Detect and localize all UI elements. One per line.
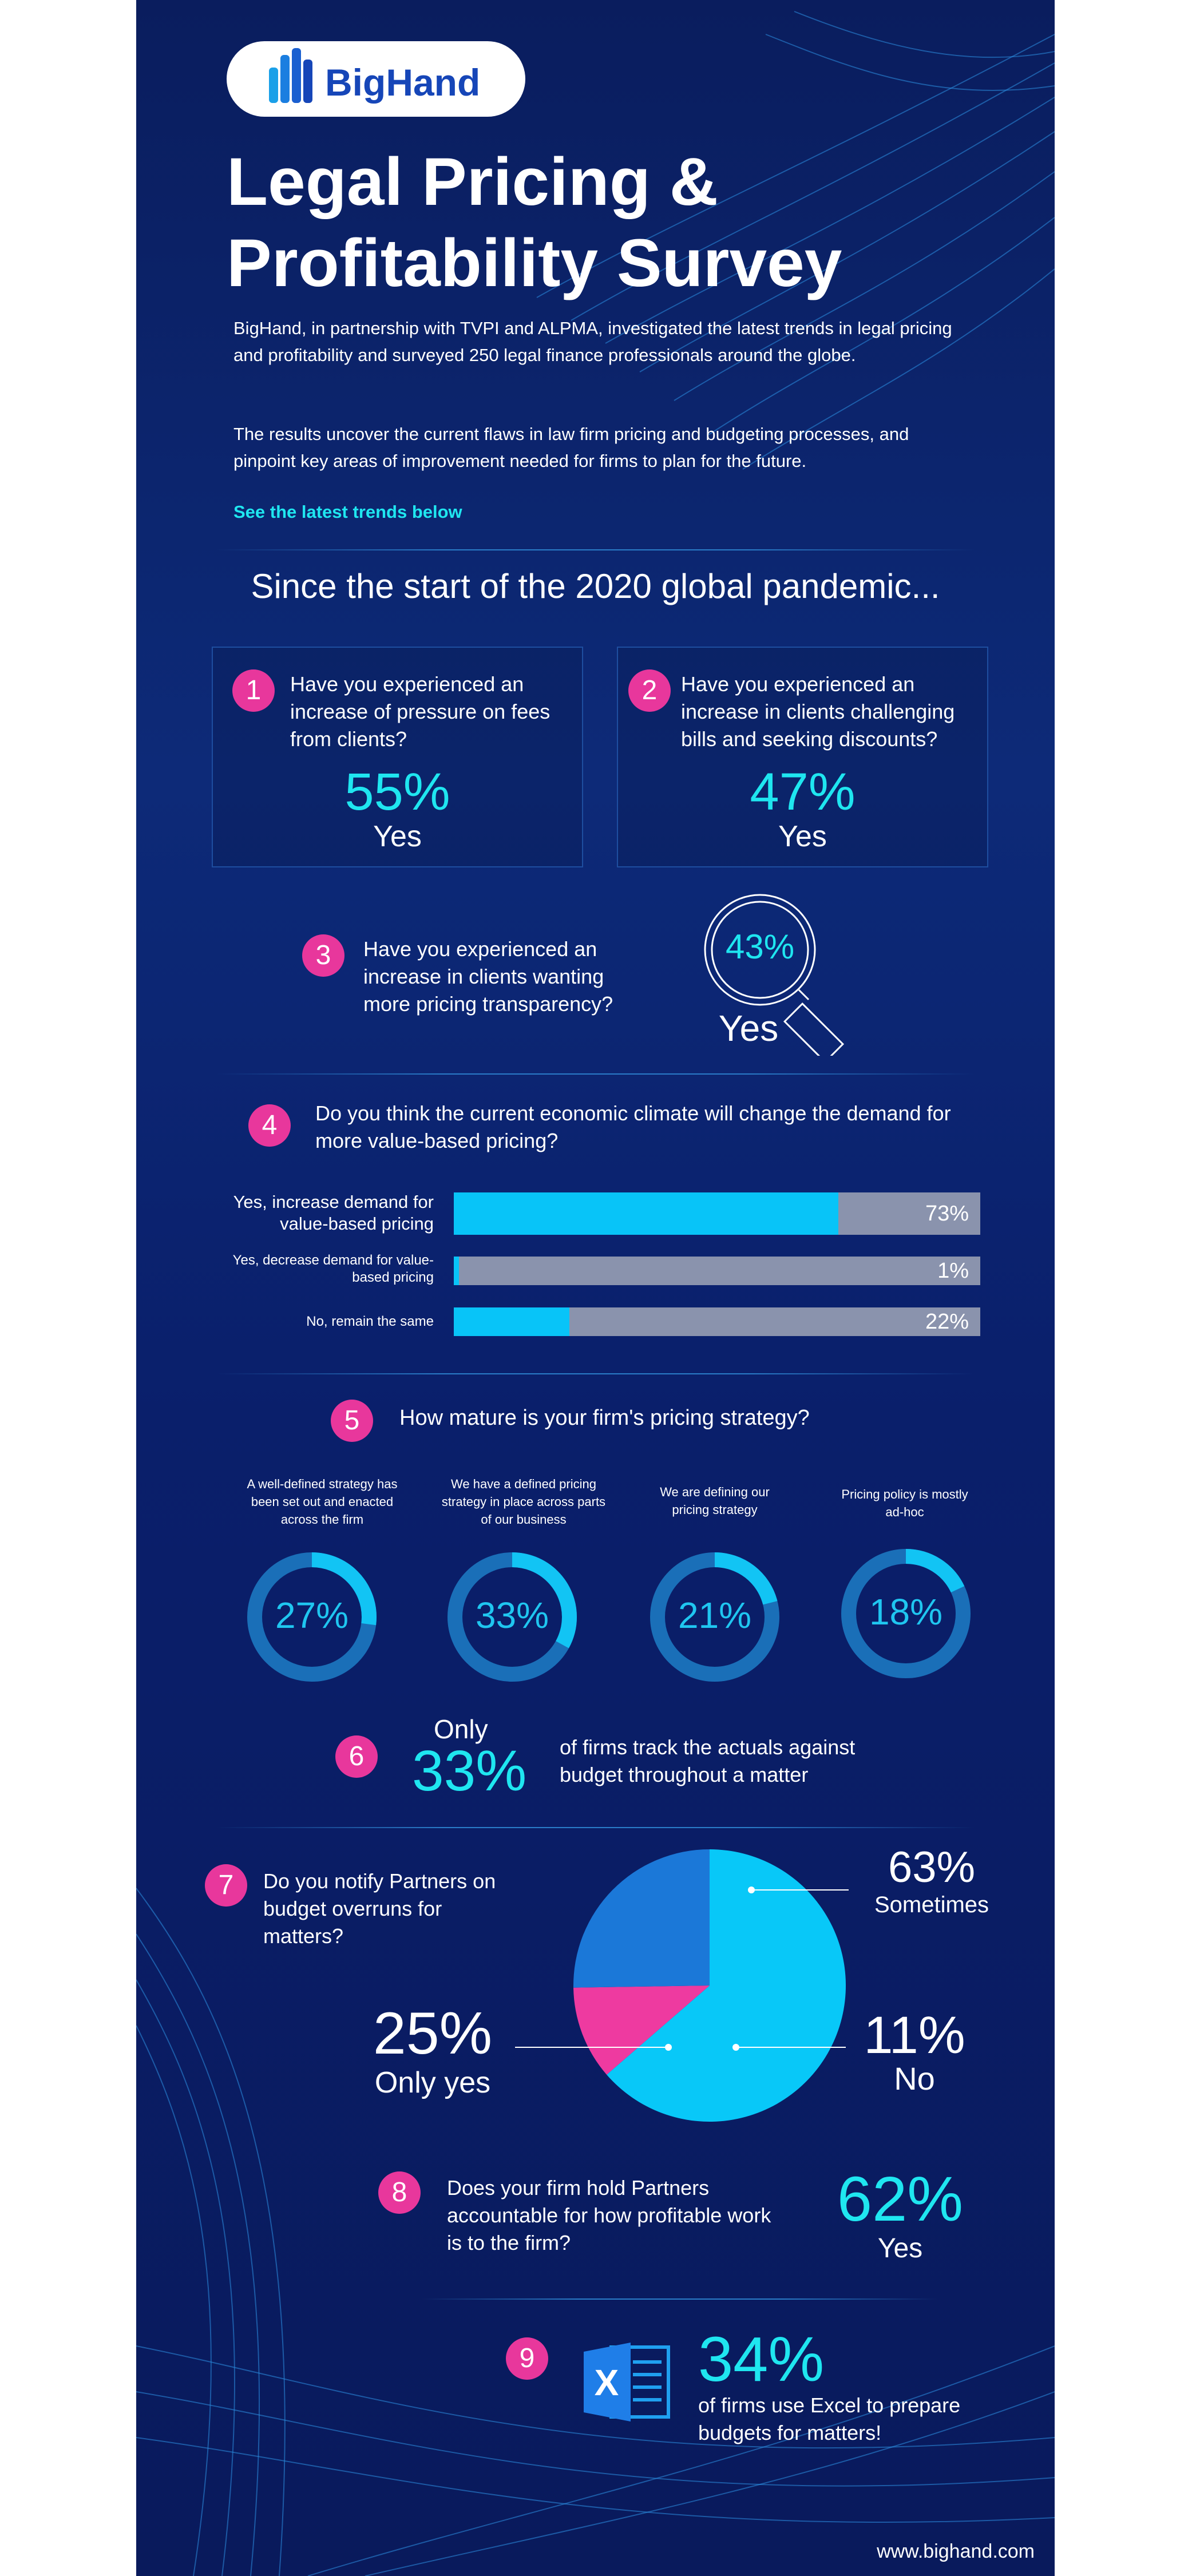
- donut-label: A well-defined strategy has been set out…: [247, 1477, 398, 1527]
- divider: [216, 1073, 975, 1075]
- question-5-badge: 5: [331, 1400, 373, 1442]
- stat-value: 55%: [344, 763, 450, 821]
- question-7-text: Do you notify Partners on budget overrun…: [263, 1869, 496, 1948]
- question-8-answer: Yes: [877, 2233, 923, 2264]
- pie-label-sometimes: Sometimes: [874, 1892, 989, 1917]
- divider: [422, 2298, 937, 2300]
- question-3-text: Have you experienced an increase in clie…: [363, 937, 613, 1016]
- question-6-badge: 6: [335, 1735, 378, 1778]
- pie-slice: [607, 1849, 846, 2122]
- question-text: Have you experienced an increase of pres…: [290, 672, 551, 751]
- bar-label: Yes, increase demand for value-based pri…: [233, 1192, 434, 1234]
- donut-value: 27%: [275, 1595, 349, 1636]
- question-number-badge: 2: [628, 669, 671, 712]
- divider: [216, 549, 975, 550]
- bar-fill: [454, 1192, 838, 1235]
- donut-segment: [650, 1552, 779, 1682]
- pie-slice: [573, 1849, 710, 1988]
- pie-value-no: 11%: [864, 2006, 965, 2064]
- question-8-value: 62%: [837, 2164, 964, 2234]
- logo-mark-icon: [269, 48, 312, 103]
- bar-track: 73%: [454, 1192, 980, 1235]
- question-2-card: 2 Have you experienced an increase in cl…: [617, 647, 988, 867]
- question-3-badge: 3: [302, 934, 344, 977]
- see-trends-link[interactable]: See the latest trends below: [233, 502, 462, 522]
- donut-label: We are defining our pricing strategy: [660, 1485, 770, 1517]
- svg-text:X: X: [595, 2362, 619, 2403]
- website-link[interactable]: www.bighand.com: [877, 2541, 1035, 2562]
- question-8-badge: 8: [378, 2171, 421, 2214]
- donut-segment: [448, 1552, 577, 1682]
- infographic-poster: BigHand Legal Pricing & Profitability Su…: [136, 0, 1055, 2576]
- pie-value-sometimes: 63%: [888, 1843, 976, 1892]
- question-9-badge: 9: [506, 2337, 548, 2380]
- question-4-text: Do you think the current economic climat…: [315, 1101, 951, 1152]
- section-heading: Since the start of the 2020 global pande…: [251, 567, 940, 605]
- donut-segment: [247, 1552, 377, 1682]
- donut-chart: [247, 1552, 377, 1682]
- question-text: Have you experienced an increase in clie…: [681, 672, 955, 751]
- divider: [216, 1827, 975, 1828]
- pie-leader-lines: [515, 1887, 849, 2051]
- bar-fill: [454, 1257, 460, 1285]
- pie-slice: [573, 1985, 710, 2075]
- magnifying-glass-icon: [704, 894, 845, 1056]
- donut-value: 21%: [678, 1595, 752, 1636]
- question-4-badge: 4: [248, 1104, 291, 1147]
- bar-label: Yes, decrease demand for value-based pri…: [232, 1253, 434, 1285]
- question-6-text: of firms track the actuals against budge…: [560, 1735, 856, 1786]
- excel-icon: X: [584, 2343, 670, 2422]
- bar-value: 1%: [937, 1259, 969, 1283]
- bar-value: 73%: [925, 1202, 969, 1226]
- donut-value: 33%: [475, 1595, 549, 1636]
- question-5-text: How mature is your firm's pricing strate…: [399, 1406, 810, 1430]
- pie-chart: [573, 1849, 846, 2122]
- brand-logo: BigHand: [227, 41, 525, 117]
- divider: [216, 1373, 975, 1374]
- intro-paragraph-2: The results uncover the current flaws in…: [233, 424, 909, 471]
- question-6-prefix: Only: [434, 1714, 488, 1744]
- donut-segment: [841, 1549, 971, 1678]
- intro-paragraph-1: BigHand, in partnership with TVPI and AL…: [233, 318, 952, 365]
- question-9-value: 34%: [698, 2324, 825, 2395]
- question-3-answer: Yes: [718, 1008, 779, 1049]
- donut-chart: [841, 1549, 971, 1678]
- bar-value: 22%: [925, 1310, 969, 1334]
- donut-label: Pricing policy is mostly ad-hoc: [841, 1487, 968, 1519]
- donut-chart: [650, 1552, 779, 1682]
- bar-track: 1%: [454, 1257, 980, 1285]
- bar-track: 22%: [454, 1307, 980, 1336]
- question-number-badge: 1: [232, 669, 275, 712]
- donut-chart: [448, 1552, 577, 1682]
- pie-label-only-yes: Only yes: [374, 2066, 491, 2099]
- pie-value-only-yes: 25%: [373, 2000, 493, 2067]
- page-title-line-1: Legal Pricing &: [227, 144, 718, 220]
- bar-label: No, remain the same: [306, 1314, 434, 1329]
- question-6-value: 33%: [412, 1739, 527, 1803]
- page-title-line-2: Profitability Survey: [227, 225, 842, 301]
- question-9-text: of firms use Excel to prepare budgets fo…: [698, 2393, 961, 2444]
- donut-value: 18%: [869, 1591, 943, 1632]
- question-3-value: 43%: [725, 928, 795, 966]
- stat-answer: Yes: [373, 820, 422, 853]
- question-8-text: Does your firm hold Partners accountable…: [447, 2176, 771, 2254]
- logo-text: BigHand: [325, 61, 481, 104]
- question-1-card: 1 Have you experienced an increase of pr…: [212, 647, 583, 867]
- question-7-badge: 7: [205, 1864, 247, 1907]
- pie-label-no: No: [894, 2060, 935, 2097]
- decorative-waves: [136, 11, 1055, 2576]
- bar-fill: [454, 1307, 570, 1336]
- stat-answer: Yes: [778, 820, 827, 853]
- stat-value: 47%: [750, 763, 856, 821]
- donut-label: We have a defined pricing strategy in pl…: [441, 1477, 606, 1527]
